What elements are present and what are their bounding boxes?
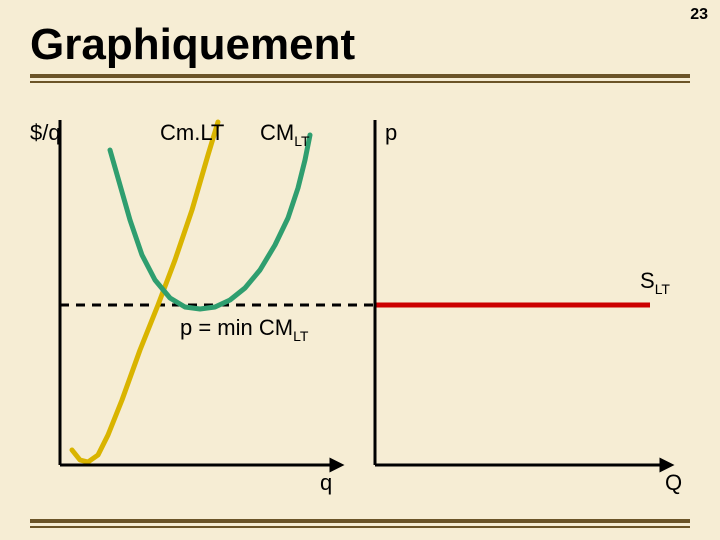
chart-svg: $/q q Cm.LT CMLT p = min CMLT p Q SLT	[30, 110, 690, 510]
right-x-axis-label: Q	[665, 470, 682, 495]
supply-label: SLT	[640, 268, 670, 297]
footer-rule-thick	[30, 519, 690, 523]
left-y-axis-label: $/q	[30, 120, 61, 145]
average-cost-label: CMLT	[260, 120, 310, 149]
title-block: Graphiquement	[30, 20, 690, 83]
title-rule-thin	[30, 81, 690, 83]
left-x-axis-label: q	[320, 470, 332, 495]
title-rule-thick	[30, 74, 690, 78]
average-cost-curve	[110, 135, 310, 309]
page-number: 23	[690, 6, 708, 24]
min-cost-annotation: p = min CMLT	[180, 315, 309, 344]
footer-rule-thin	[30, 526, 690, 528]
marginal-cost-curve	[72, 122, 218, 462]
marginal-cost-label: Cm.LT	[160, 120, 224, 145]
right-y-axis-label: p	[385, 120, 397, 145]
chart-area: $/q q Cm.LT CMLT p = min CMLT p Q SLT	[30, 110, 690, 510]
slide: 23 Graphiquement $/q q Cm.LT CMLT p = min CM…	[0, 0, 720, 540]
footer-rule-block	[30, 519, 690, 528]
slide-title: Graphiquement	[30, 20, 690, 74]
